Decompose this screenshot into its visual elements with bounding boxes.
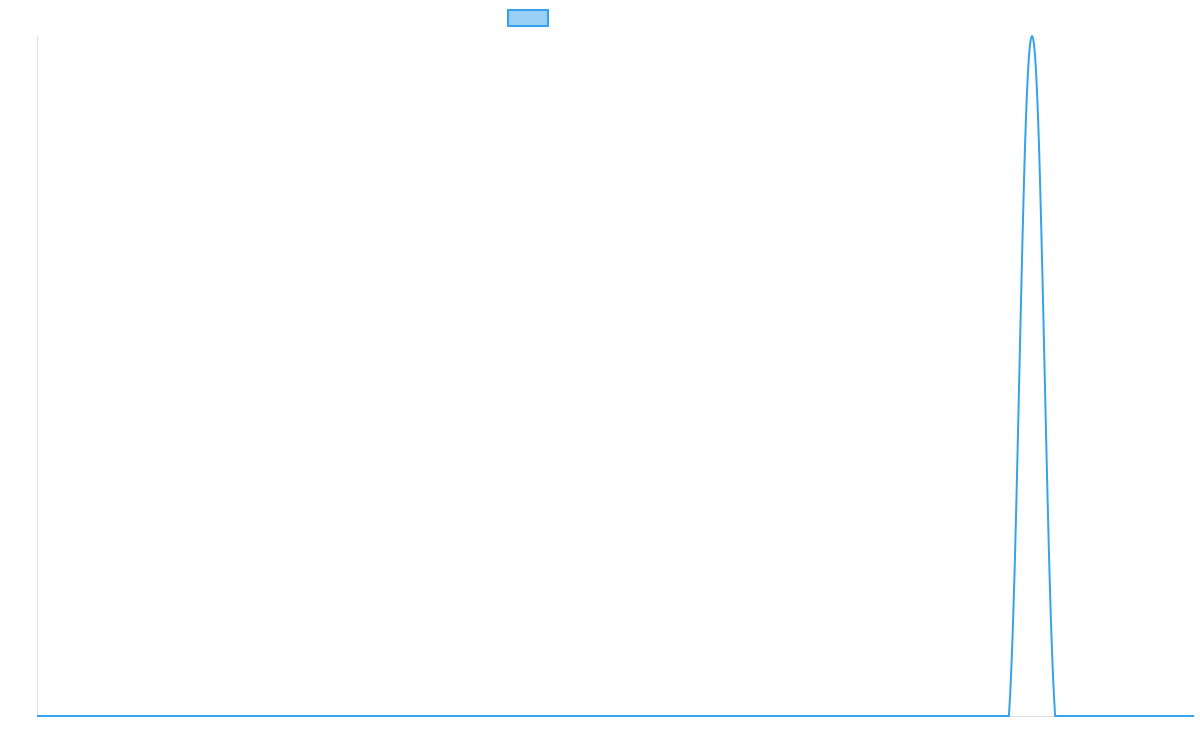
legend-swatch[interactable]: [507, 9, 549, 27]
series-line: [37, 34, 1194, 717]
